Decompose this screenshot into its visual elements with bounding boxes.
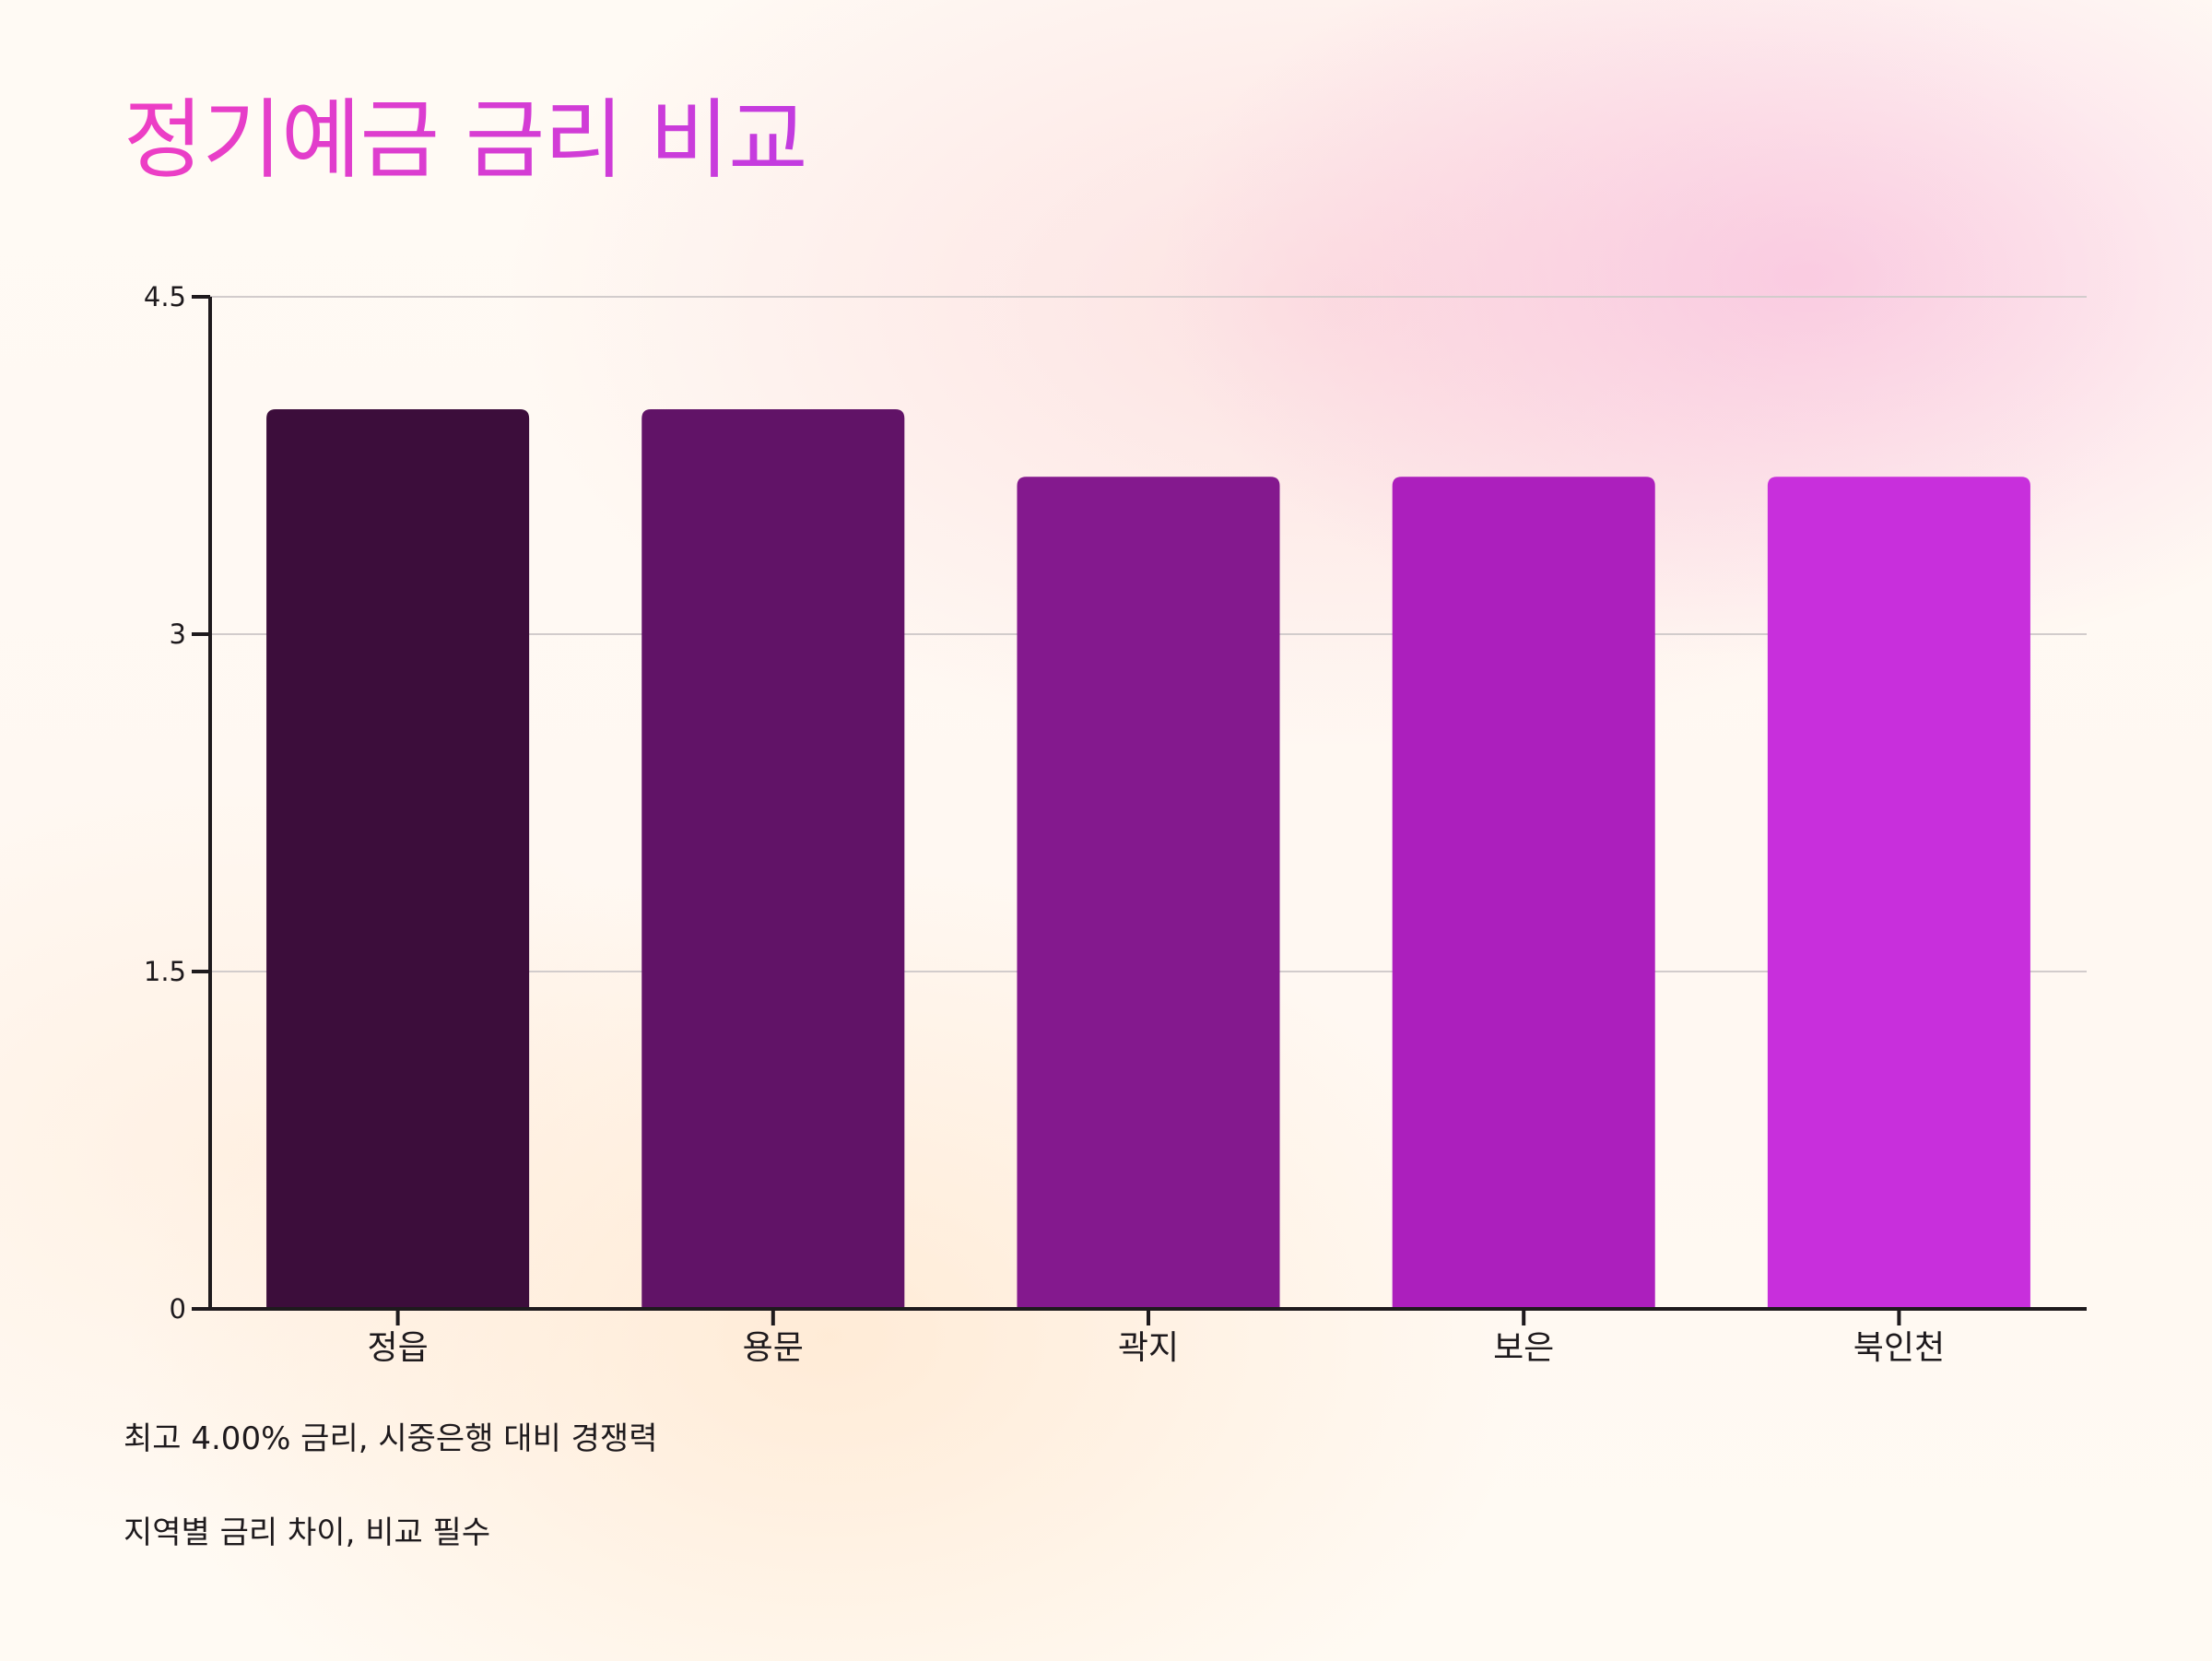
x-tick-label: 정읍 <box>367 1329 428 1367</box>
bars <box>266 409 2030 1309</box>
x-ticks: 정읍 용문 곽지 보은 북인천 <box>367 1309 1945 1367</box>
note-regional-difference: 지역별 금리 차이, 비교 필수 <box>124 1514 491 1551</box>
bar-chart: 0 1.5 3 4.5 정읍 용문 곽지 보은 북인천 <box>144 281 2087 1367</box>
chart-title: 정기예금 금리 비교 <box>124 81 808 201</box>
y-tick-label: 3 <box>170 618 186 650</box>
y-ticks: 0 1.5 3 4.5 <box>144 281 210 1325</box>
x-tick-label: 곽지 <box>1118 1329 1179 1367</box>
bar-2 <box>641 409 905 1309</box>
x-tick-label: 용문 <box>743 1329 804 1367</box>
bar-1 <box>266 409 530 1309</box>
y-tick-label: 1.5 <box>144 956 186 987</box>
y-tick-label: 4.5 <box>144 281 186 312</box>
bar-4 <box>1392 477 1655 1309</box>
x-tick-label: 보은 <box>1493 1329 1554 1367</box>
x-tick-label: 북인천 <box>1853 1329 1945 1367</box>
bar-3 <box>1017 477 1280 1309</box>
note-highest-rate: 최고 4.00% 금리, 시중은행 대비 경쟁력 <box>124 1420 658 1457</box>
y-tick-label: 0 <box>170 1293 186 1325</box>
bar-5 <box>1767 477 2030 1309</box>
